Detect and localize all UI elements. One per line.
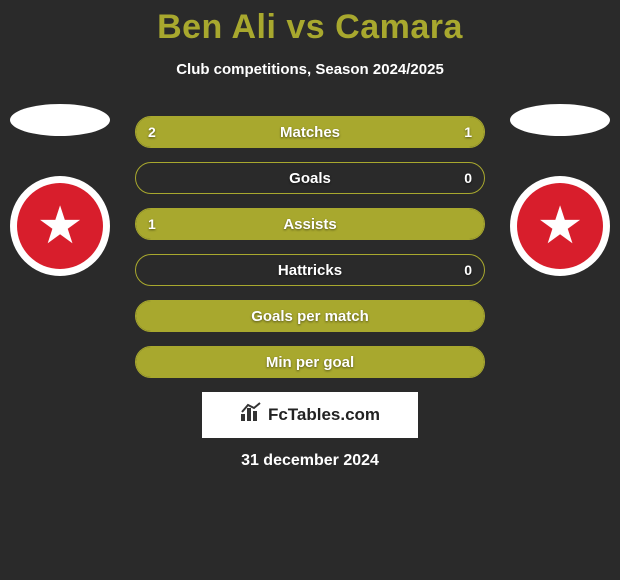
comparison-subtitle: Club competitions, Season 2024/2025 <box>0 61 620 78</box>
stat-label: Matches <box>136 124 484 141</box>
player-right-column: ★ <box>500 104 620 276</box>
badge-inner: ★ <box>517 183 603 269</box>
player-right-avatar-placeholder <box>510 104 610 136</box>
player-right-club-badge: ★ <box>510 176 610 276</box>
stat-value-right: 0 <box>464 170 472 186</box>
stat-bar: Goals0 <box>135 162 485 194</box>
stat-value-right: 0 <box>464 262 472 278</box>
stat-label: Hattricks <box>136 262 484 279</box>
watermark-text: FcTables.com <box>268 405 380 425</box>
stat-bar: Goals per match <box>135 300 485 332</box>
star-icon: ★ <box>537 200 584 252</box>
star-icon: ★ <box>37 200 84 252</box>
comparison-date: 31 december 2024 <box>0 452 620 470</box>
stat-value-right: 1 <box>464 124 472 140</box>
comparison-chart: ★ ★ Matches21Goals0Assists1Hattricks0Goa… <box>0 116 620 378</box>
stat-bar: Hattricks0 <box>135 254 485 286</box>
comparison-title: Ben Ali vs Camara <box>0 0 620 47</box>
stat-bar: Assists1 <box>135 208 485 240</box>
player-left-avatar-placeholder <box>10 104 110 136</box>
stat-label: Assists <box>136 216 484 233</box>
stat-value-left: 2 <box>148 124 156 140</box>
stat-label: Min per goal <box>136 354 484 371</box>
stat-bars: Matches21Goals0Assists1Hattricks0Goals p… <box>135 116 485 378</box>
watermark: FcTables.com <box>202 392 418 438</box>
stat-bar: Min per goal <box>135 346 485 378</box>
player-left-column: ★ <box>0 104 120 276</box>
player-left-club-badge: ★ <box>10 176 110 276</box>
stat-bar: Matches2 1 <box>135 116 485 148</box>
stat-label: Goals per match <box>136 308 484 325</box>
chart-icon <box>240 402 262 428</box>
stat-value-left: 1 <box>148 216 156 232</box>
badge-inner: ★ <box>17 183 103 269</box>
stat-label: Goals <box>136 170 484 187</box>
